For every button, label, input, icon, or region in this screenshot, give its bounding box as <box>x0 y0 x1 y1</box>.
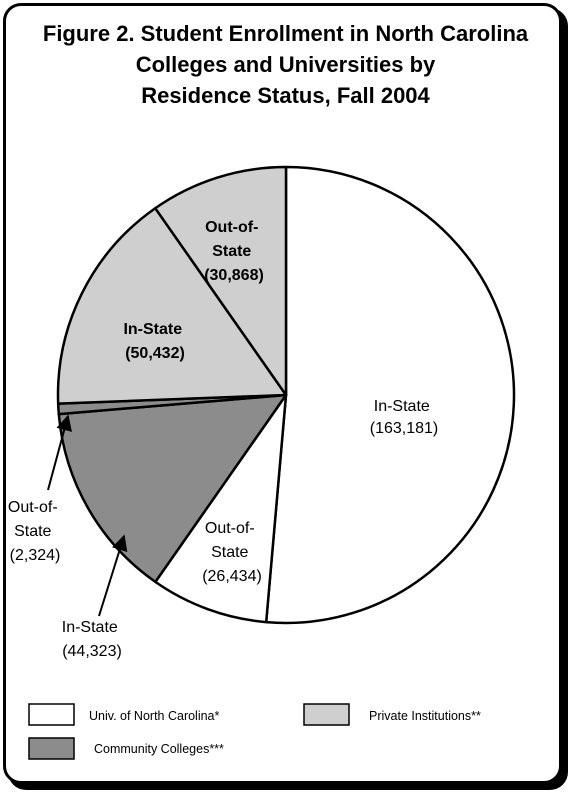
slice-label-private-instate: In-State (50,432) <box>123 321 186 362</box>
chart-title-line-1: Figure 2. Student Enrollment in North Ca… <box>42 21 529 46</box>
slice-label-line: State <box>212 243 251 260</box>
slice-label-line: (50,432) <box>125 345 185 362</box>
callout-arrow-cc-instate <box>98 534 128 617</box>
slice-label-cc-instate: In-State (44,323) <box>62 619 122 660</box>
slice-label-private-outstate: Out-of- State (30,868) <box>204 219 264 284</box>
slice-label-line: Out-of- <box>8 499 58 516</box>
slice-label-line: In-State <box>123 321 182 338</box>
slice-label-cc-outstate: Out-of- State (2,324) <box>8 499 62 564</box>
pie-slices <box>56 165 516 625</box>
pie-slice-unc-outstate <box>154 393 288 624</box>
slice-label-line: In-State <box>62 619 118 636</box>
legend-swatch-community <box>28 737 75 760</box>
slice-label-line: Out-of- <box>205 520 255 537</box>
chart-title: Figure 2. Student Enrollment in North Ca… <box>10 18 561 111</box>
slice-label-unc-outstate: Out-of- State (26,434) <box>202 520 262 585</box>
slice-label-unc-instate: In-State (163,181) <box>370 398 439 437</box>
slice-label-line: (163,181) <box>370 420 439 437</box>
pie-slice-private-outstate <box>153 165 288 397</box>
legend: Univ. of North Carolina* Private Institu… <box>28 703 481 760</box>
legend-label-private: Private Institutions** <box>369 709 481 723</box>
chart-title-line-3: Residence Status, Fall 2004 <box>141 83 430 108</box>
slice-label-line: In-State <box>374 398 430 415</box>
legend-label-community: Community Colleges*** <box>94 742 224 756</box>
callout-arrow-cc-outstate <box>47 414 72 491</box>
legend-swatch-unc <box>28 703 75 726</box>
pie-slice-private-instate <box>56 206 288 405</box>
slice-label-line: (44,323) <box>62 643 122 660</box>
slice-label-line: (2,324) <box>10 547 61 564</box>
slice-label-line: (30,868) <box>204 267 264 284</box>
slice-label-line: State <box>211 544 248 561</box>
pie-slice-unc-instate <box>264 165 516 625</box>
chart-title-line-2: Colleges and Universities by <box>135 52 436 77</box>
slice-label-line: Out-of- <box>205 219 258 236</box>
slice-label-line: (26,434) <box>202 568 262 585</box>
legend-swatch-private <box>303 703 350 726</box>
legend-label-unc: Univ. of North Carolina* <box>89 709 220 723</box>
slice-label-line: State <box>14 523 51 540</box>
